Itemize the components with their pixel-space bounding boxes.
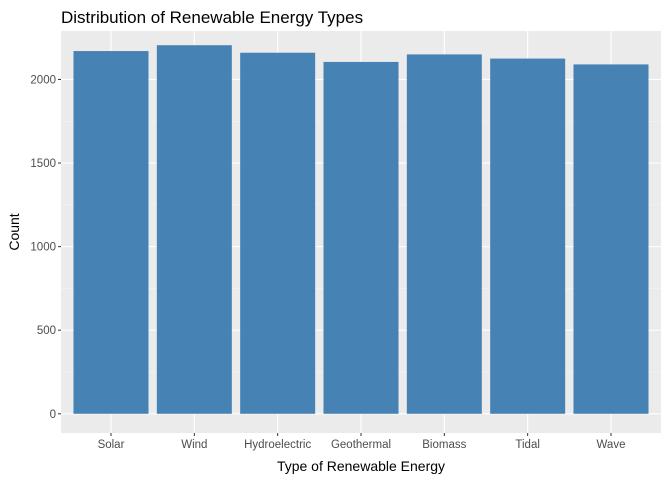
x-tick-label: Geothermal [331,439,391,451]
chart-title: Distribution of Renewable Energy Types [61,8,363,27]
y-axis: 0 500 1000 1500 2000 [30,74,61,421]
x-tick-label: Solar [98,439,125,451]
y-axis-title: Count [6,213,22,250]
x-tick-label: Wave [597,439,626,451]
bar [323,61,399,414]
x-axis-title: Type of Renewable Energy [277,458,445,474]
y-tick-label: 1500 [30,158,56,170]
y-tick-label: 2000 [30,74,56,86]
y-tick-label: 500 [37,325,56,337]
x-tick-label: Wind [181,439,207,451]
x-tick-label: Tidal [515,439,540,451]
y-tick-label: 0 [50,409,56,421]
x-tick-label: Biomass [422,439,466,451]
y-tick-label: 1000 [30,242,56,254]
x-tick-label: Hydroelectric [244,439,311,451]
bar [406,54,482,414]
bar [240,52,316,414]
bars [73,45,649,414]
bar [573,64,649,414]
bar [73,51,149,414]
bar [490,58,566,414]
x-axis: Solar Wind Hydroelectric Geothermal Biomass T… [98,433,626,451]
bar [156,45,232,414]
